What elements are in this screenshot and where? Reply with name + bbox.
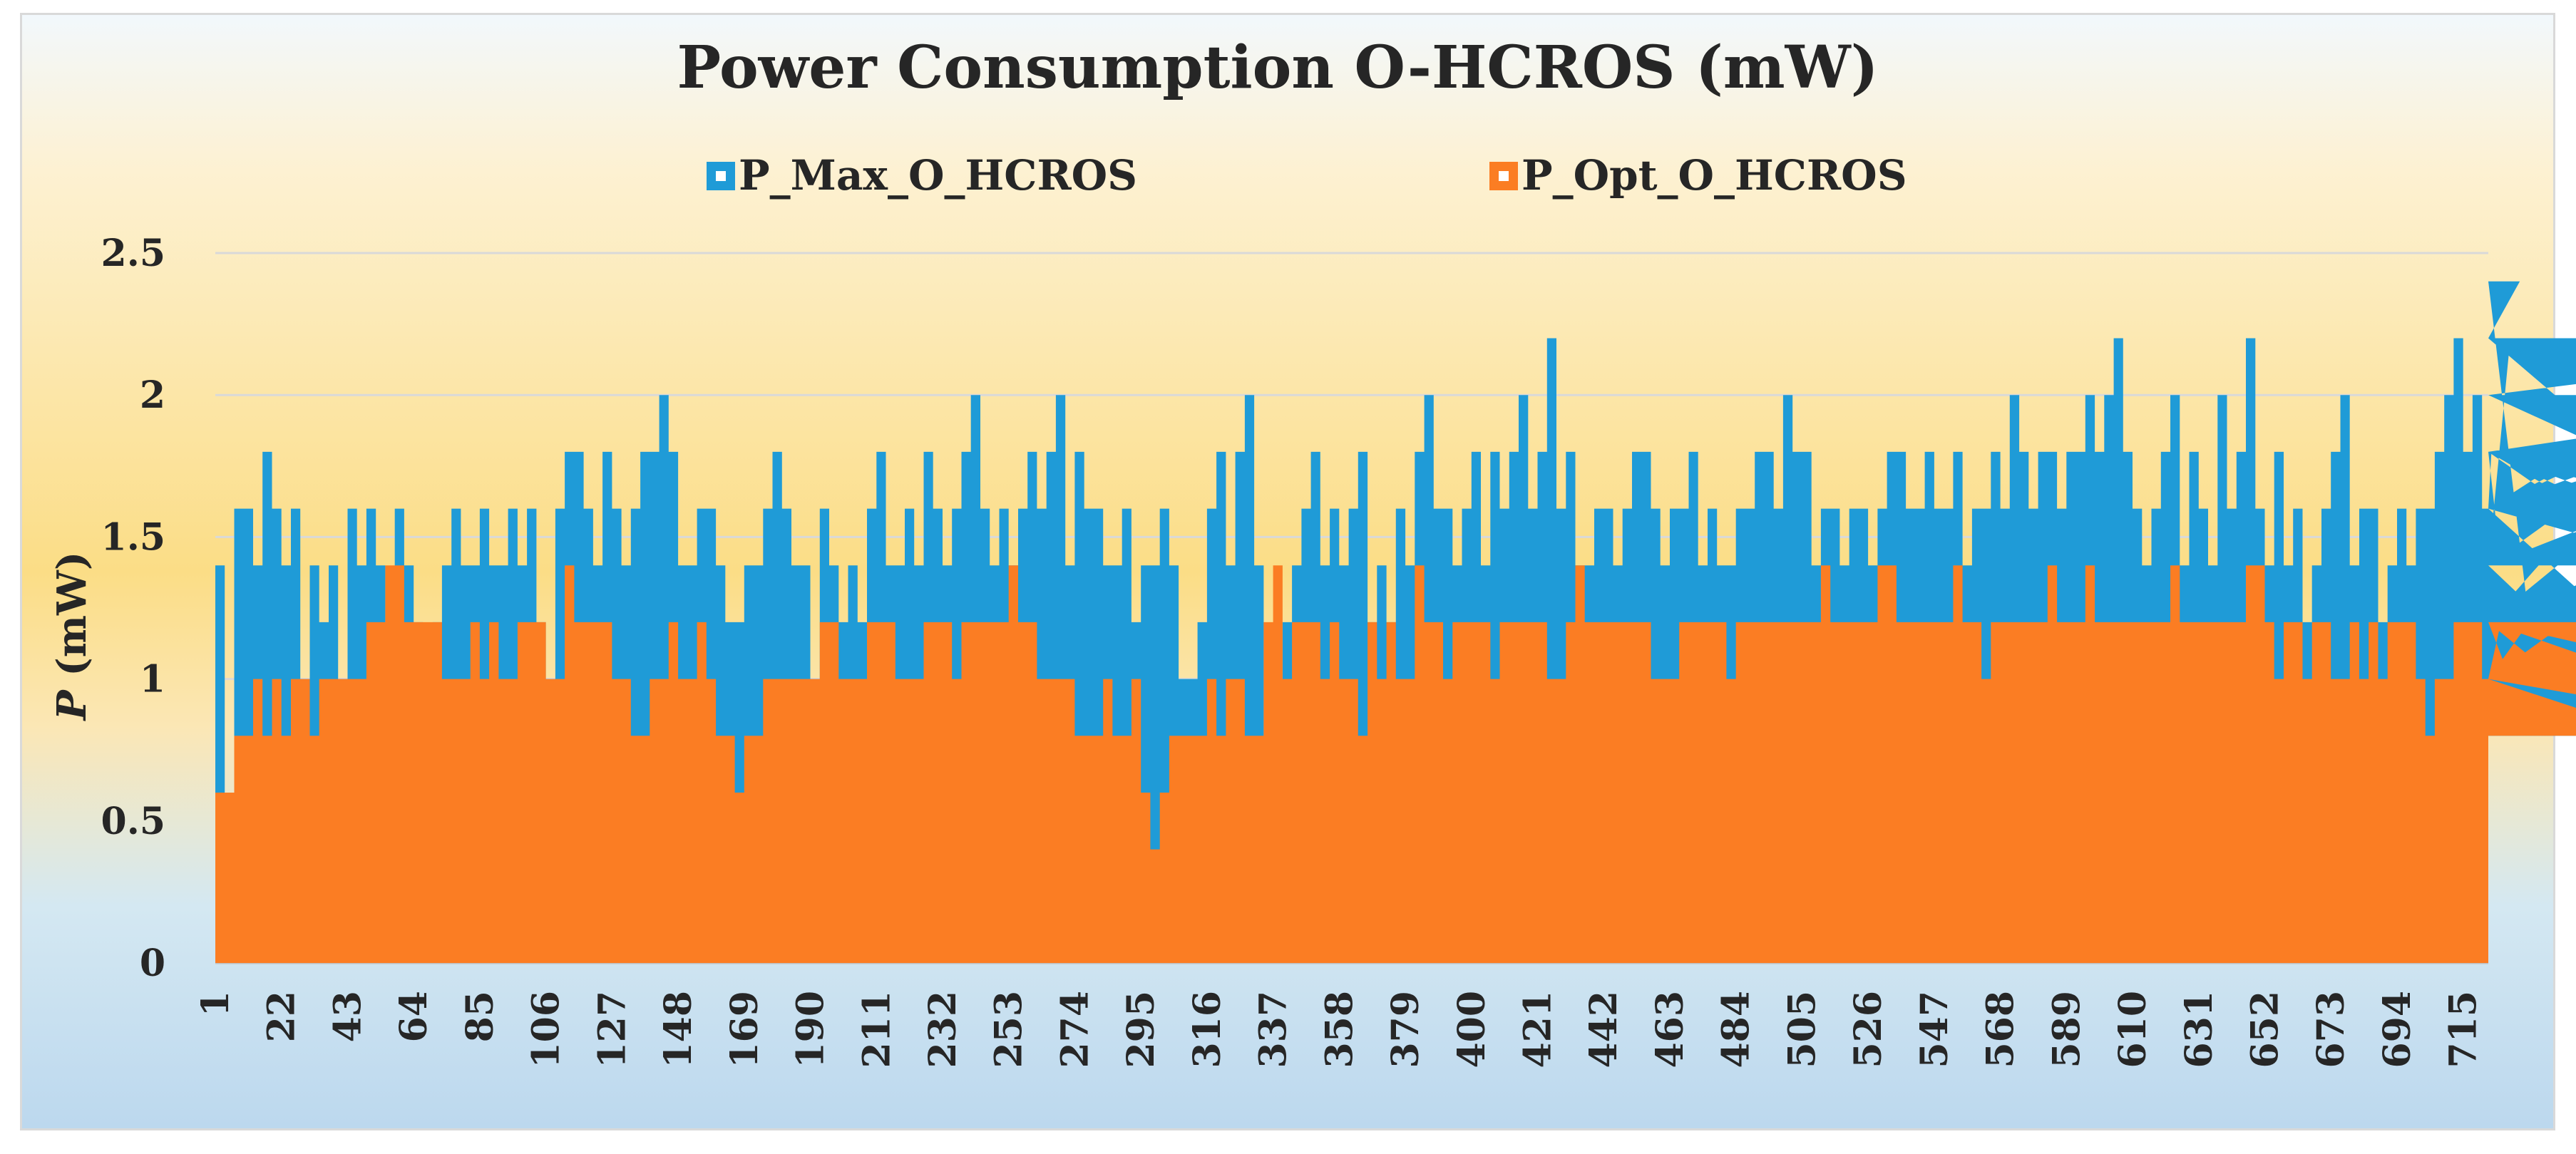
x-tick-label-9: 190 [789, 991, 833, 1068]
y-axis-ticks: 0 0.5 1 1.5 2 2.5 [101, 232, 165, 985]
x-tick-label-26: 547 [1913, 991, 1956, 1068]
x-tick-label-30: 631 [2177, 991, 2221, 1068]
y-axis-label: P (mW) [48, 552, 96, 722]
series-layer [215, 281, 2576, 963]
x-tick-label-2: 43 [327, 991, 370, 1042]
x-tick-label-14: 295 [1119, 991, 1163, 1068]
x-tick-label-33: 694 [2376, 991, 2419, 1068]
x-tick-label-21: 442 [1582, 991, 1626, 1068]
x-tick-label-25: 526 [1847, 991, 1890, 1068]
x-tick-label-12: 253 [987, 991, 1031, 1068]
y-tick-label-5: 2.5 [101, 232, 165, 275]
y-tick-label-0: 0 [140, 942, 165, 985]
x-tick-label-23: 484 [1715, 991, 1758, 1068]
series-area-p-opt [215, 565, 2576, 963]
x-tick-label-19: 400 [1450, 991, 1494, 1068]
legend-swatch-opt-center [1499, 171, 1509, 181]
legend-label-max: P_Max_O_HCROS [739, 151, 1137, 200]
x-axis-ticks: 1 22 43 64 85 106 127 148 169 190 211 232 253 274 295 3… [194, 991, 2485, 1068]
x-tick-label-15: 316 [1186, 991, 1229, 1068]
y-tick-label-2: 1 [140, 658, 165, 701]
legend-swatch-max-center [716, 171, 726, 181]
x-tick-label-4: 85 [458, 991, 502, 1042]
y-axis-label-unit: (mW) [48, 552, 96, 691]
x-tick-label-31: 652 [2244, 991, 2287, 1068]
x-tick-label-22: 463 [1648, 991, 1692, 1068]
chart-title: Power Consumption O-HCROS (mW) [677, 34, 1878, 102]
y-tick-label-4: 2 [140, 373, 165, 417]
x-tick-label-17: 358 [1318, 991, 1361, 1068]
y-tick-label-3: 1.5 [101, 515, 165, 559]
x-tick-label-8: 169 [723, 991, 766, 1068]
y-tick-label-1: 0.5 [101, 800, 165, 843]
x-tick-label-16: 337 [1252, 991, 1295, 1068]
x-tick-label-24: 505 [1780, 991, 1824, 1068]
x-tick-label-32: 673 [2309, 991, 2353, 1068]
legend: P_Max_O_HCROS P_Opt_O_HCROS [707, 151, 1907, 200]
x-tick-label-1: 22 [260, 991, 304, 1042]
x-tick-label-0: 1 [194, 991, 237, 1016]
x-tick-label-11: 232 [921, 991, 965, 1068]
legend-label-opt: P_Opt_O_HCROS [1522, 151, 1907, 200]
x-tick-label-18: 379 [1384, 991, 1427, 1068]
x-tick-label-29: 610 [2111, 991, 2155, 1068]
x-tick-label-27: 568 [1979, 991, 2023, 1068]
x-tick-label-28: 589 [2045, 991, 2088, 1068]
y-axis-label-symbol: P [48, 689, 96, 721]
x-tick-label-3: 64 [392, 991, 436, 1042]
x-tick-label-20: 421 [1517, 991, 1560, 1068]
x-tick-label-13: 274 [1053, 991, 1097, 1068]
x-tick-label-10: 211 [855, 991, 898, 1068]
x-tick-label-5: 106 [525, 991, 568, 1068]
x-tick-label-6: 127 [590, 991, 634, 1068]
x-tick-label-34: 715 [2442, 991, 2485, 1068]
x-tick-label-7: 148 [657, 991, 700, 1068]
